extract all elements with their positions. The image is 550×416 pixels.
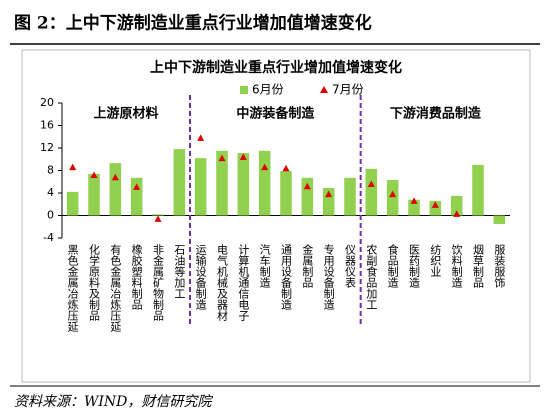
point-marker: [197, 134, 205, 141]
x-tick-label: 计算机通信电子: [237, 244, 250, 321]
x-tick-label: 黑色金属冶炼压延: [66, 244, 79, 333]
bar: [344, 177, 356, 216]
point-marker: [389, 190, 397, 198]
chart-title: 上中下游制造业重点行业增加值增速变化: [150, 59, 402, 76]
bar: [237, 153, 250, 216]
point-marker: [69, 163, 77, 171]
x-tick-label: 农副食品加工: [365, 243, 378, 310]
x-tick-label: 通用设备制造: [280, 244, 293, 310]
group-label: 下游消费品制造: [390, 106, 482, 122]
point-marker: [239, 153, 247, 160]
bar: [130, 177, 143, 216]
x-tick-label: 服装服饰: [493, 244, 506, 288]
x-tick-label: 饮料制造: [450, 244, 463, 288]
source-note: 资料来源：WIND，财信研究院: [14, 394, 213, 410]
group-label: 上游原材料: [93, 106, 158, 122]
point-marker: [303, 182, 311, 190]
bar: [408, 199, 420, 216]
y-tick-label: 0: [47, 209, 54, 222]
bar: [152, 214, 164, 216]
x-tick-label: 橡胶塑料制品: [130, 244, 143, 310]
bar: [472, 164, 484, 216]
point-marker: [325, 190, 333, 198]
point-marker: [218, 154, 226, 162]
bar: [216, 150, 228, 216]
y-tick-label: 12: [40, 141, 54, 154]
y-tick-label: 8: [47, 164, 54, 177]
point-marker: [133, 183, 141, 190]
point-marker: [282, 164, 290, 172]
point-marker: [261, 163, 269, 171]
point-marker: [90, 171, 98, 178]
x-tick-label: 医药制造: [408, 244, 421, 288]
bar: [301, 177, 314, 216]
bar: [280, 171, 292, 216]
y-tick-label: -4: [43, 231, 54, 244]
legend-label: 6月份: [252, 83, 284, 97]
point-marker: [410, 197, 418, 204]
x-tick-label: 汽车制造: [258, 243, 271, 288]
bar: [322, 187, 335, 216]
bar: [173, 149, 186, 216]
group-label: 中游装备制造: [236, 106, 315, 122]
bar: [194, 158, 207, 216]
y-tick-label: 16: [40, 119, 54, 132]
x-tick-label: 纺织业: [429, 243, 442, 277]
bar: [493, 215, 506, 224]
x-tick-label: 电气机械及器材: [216, 244, 229, 321]
bar: [258, 150, 271, 216]
bar: [365, 168, 378, 216]
bar: [450, 195, 463, 216]
x-tick-label: 食品制造: [386, 243, 399, 288]
figure-header: 图 2：上中下游制造业重点行业增加值增速变化: [14, 13, 372, 34]
y-tick-label: 4: [47, 186, 54, 199]
bar: [88, 173, 100, 216]
legend-label: 7月份: [332, 83, 364, 97]
bar: [429, 200, 442, 216]
point-marker: [431, 201, 439, 208]
x-tick-label: 非金属矿物制品: [152, 244, 165, 321]
x-tick-label: 金属制品: [301, 243, 314, 288]
point-marker: [453, 210, 461, 217]
bar: [66, 191, 79, 216]
point-marker: [111, 173, 119, 181]
chart-frame: [21, 49, 531, 383]
x-tick-label: 有色金属冶炼压延: [109, 243, 122, 333]
legend-swatch: [240, 86, 248, 94]
point-marker: [367, 180, 375, 187]
x-tick-label: 运输设备制造: [194, 244, 207, 310]
x-tick-label: 化学原料及制品: [88, 243, 101, 321]
point-marker: [154, 215, 162, 222]
x-tick-label: 专用设备制造: [322, 243, 335, 310]
legend-swatch: [320, 86, 328, 93]
x-tick-label: 烟草制品: [472, 243, 485, 288]
bar: [109, 163, 122, 216]
bar: [386, 180, 399, 216]
y-tick-label: 20: [40, 96, 54, 109]
x-tick-label: 仪器仪表: [344, 244, 357, 289]
x-tick-label: 石油等加工: [173, 244, 186, 299]
